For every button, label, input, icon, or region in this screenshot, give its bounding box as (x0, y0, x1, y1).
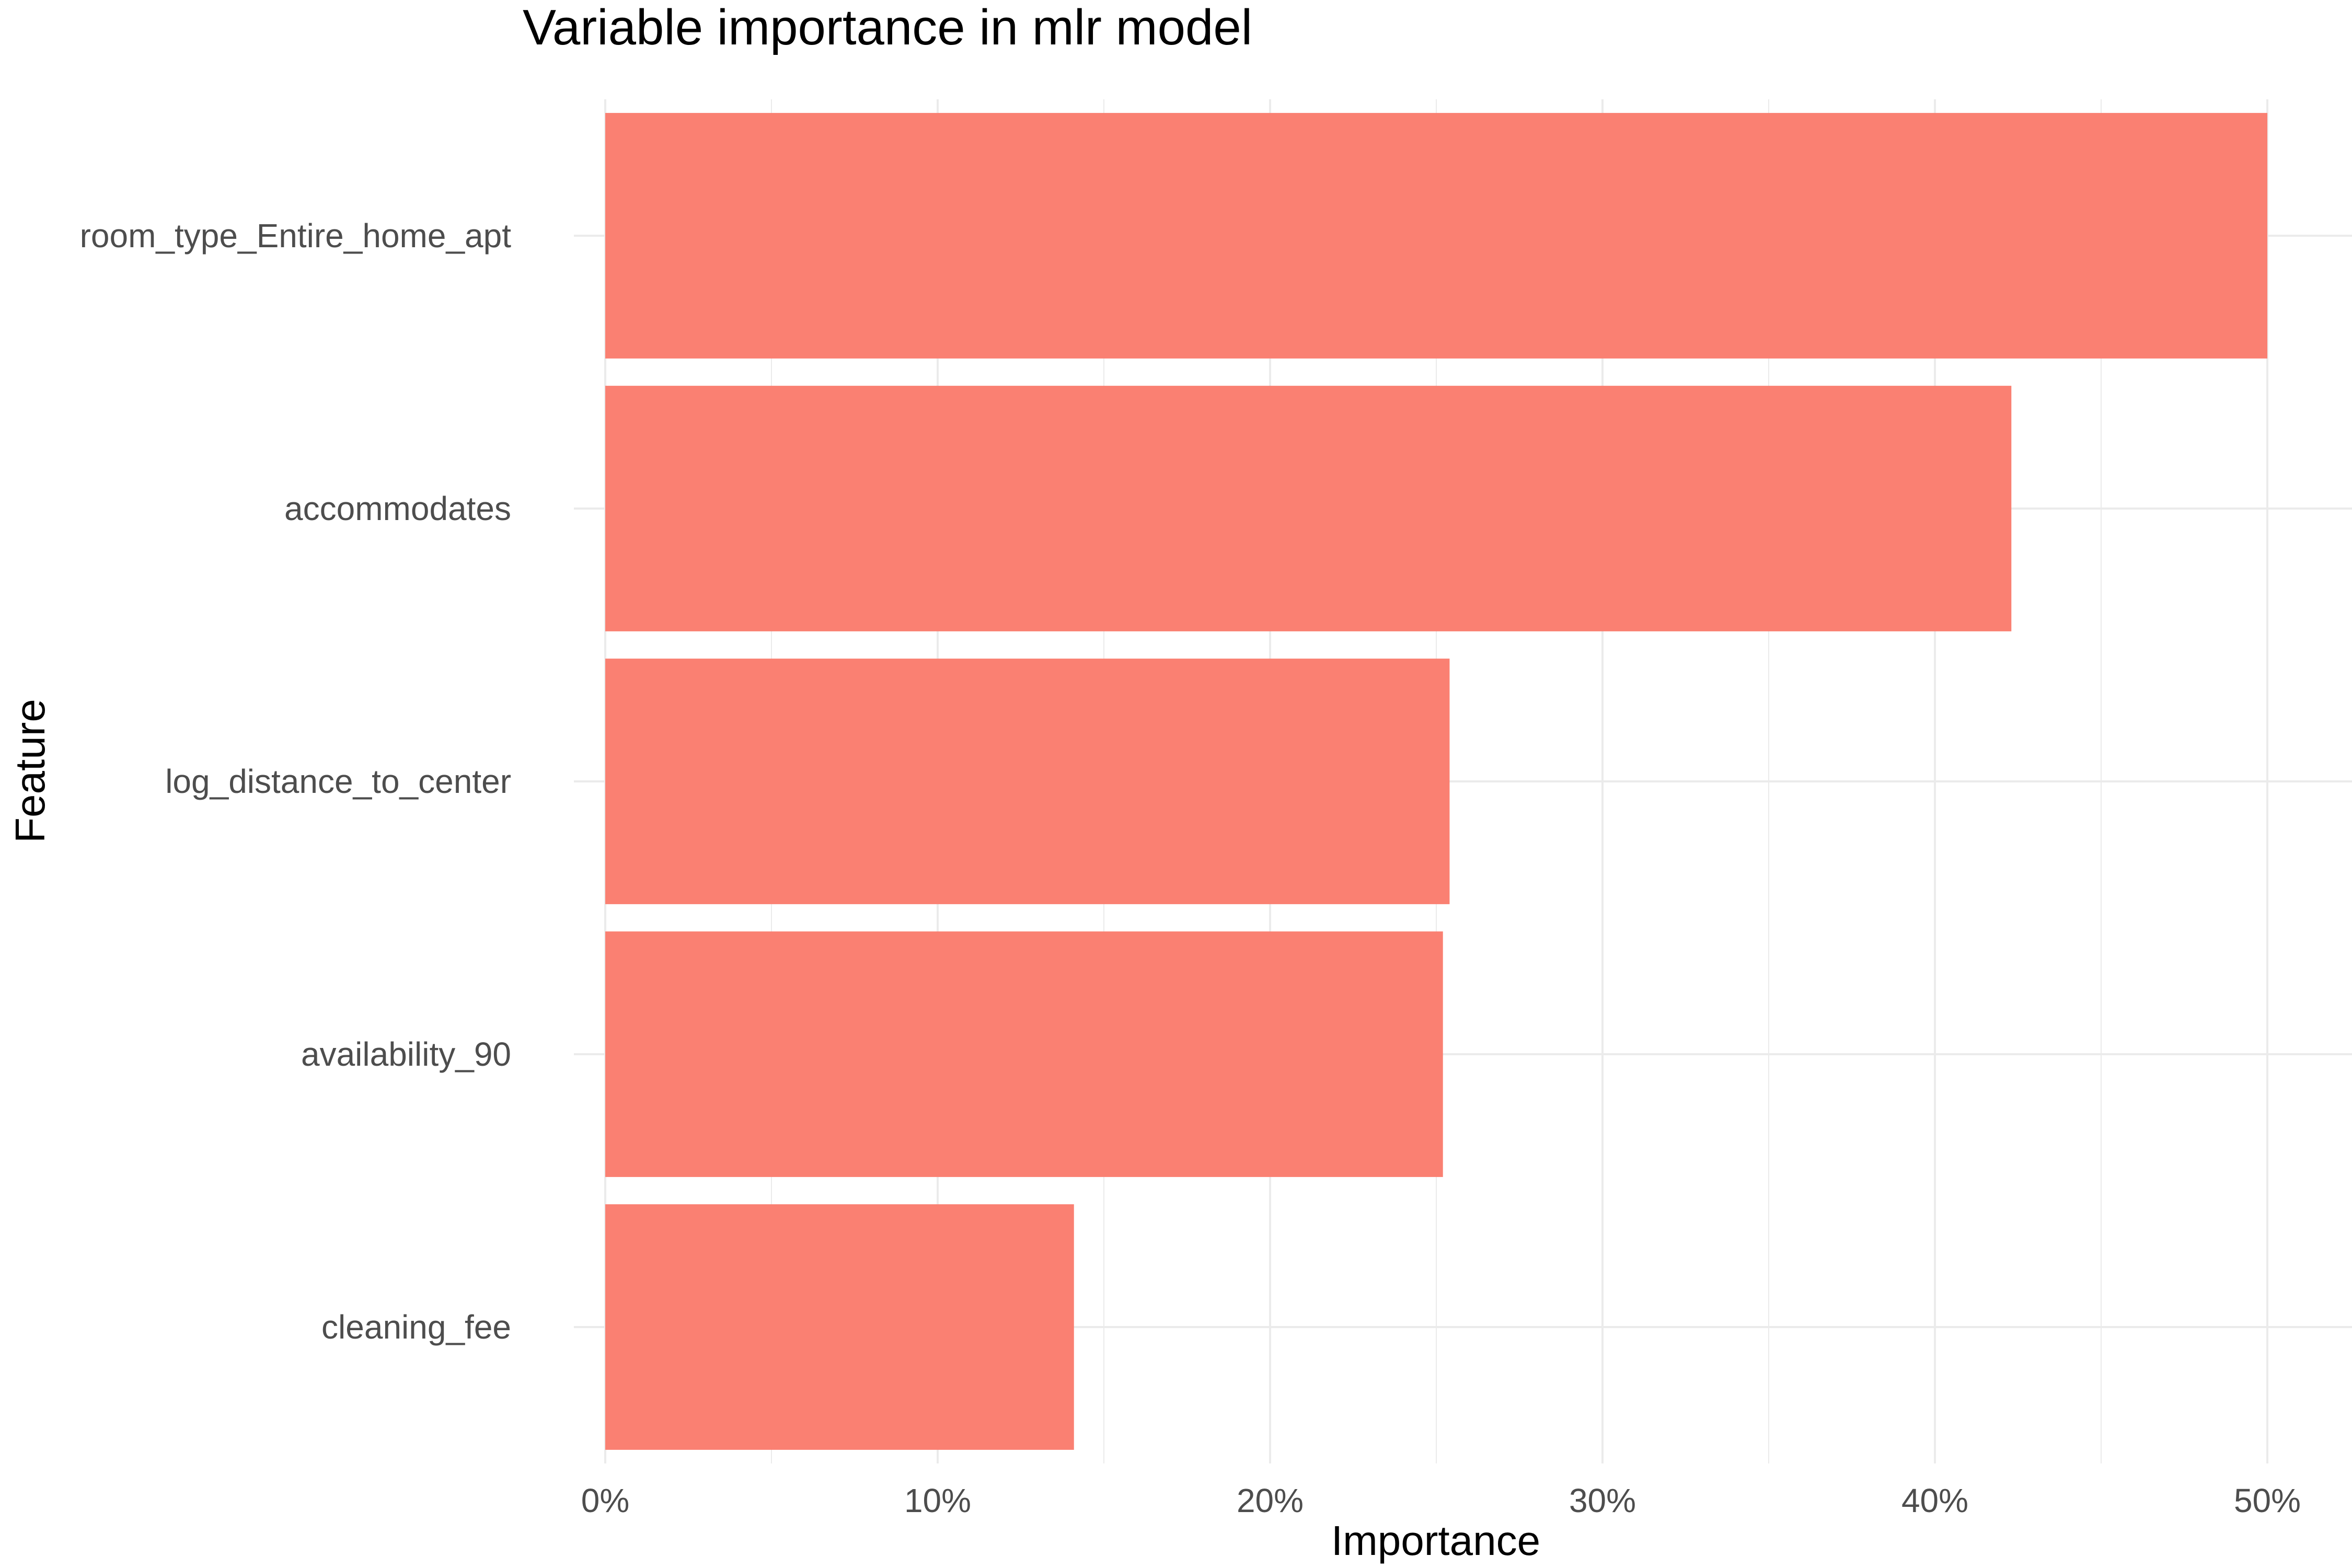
y-tick-label: cleaning_fee (321, 1308, 511, 1346)
x-axis-label: Importance (1331, 1517, 1540, 1564)
y-axis-label: Feature (7, 699, 53, 843)
y-tick-labels: room_type_Entire_home_apt accommodates log… (80, 217, 512, 1346)
y-tick-label: accommodates (284, 490, 511, 527)
y-tick-label: room_type_Entire_home_apt (80, 217, 512, 255)
y-tick-label: availability_90 (301, 1035, 511, 1073)
bar-room_type_Entire_home_apt (605, 113, 2267, 359)
bar-log_distance_to_center (605, 659, 1450, 904)
x-tick-label: 10% (904, 1482, 971, 1519)
bar-cleaning_fee (605, 1204, 1074, 1450)
bar-accommodates (605, 386, 2012, 631)
bar-availability_90 (605, 931, 1443, 1177)
x-tick-labels: 0% 10% 20% 30% 40% 50% (581, 1482, 2301, 1519)
chart-title: Variable importance in mlr model (523, 0, 1252, 55)
x-tick-label: 30% (1569, 1482, 1636, 1519)
bars-layer (605, 113, 2267, 1450)
x-tick-label: 40% (1901, 1482, 1968, 1519)
x-tick-label: 20% (1237, 1482, 1304, 1519)
x-tick-label: 50% (2234, 1482, 2301, 1519)
x-tick-label: 0% (581, 1482, 630, 1519)
y-tick-label: log_distance_to_center (165, 763, 511, 800)
